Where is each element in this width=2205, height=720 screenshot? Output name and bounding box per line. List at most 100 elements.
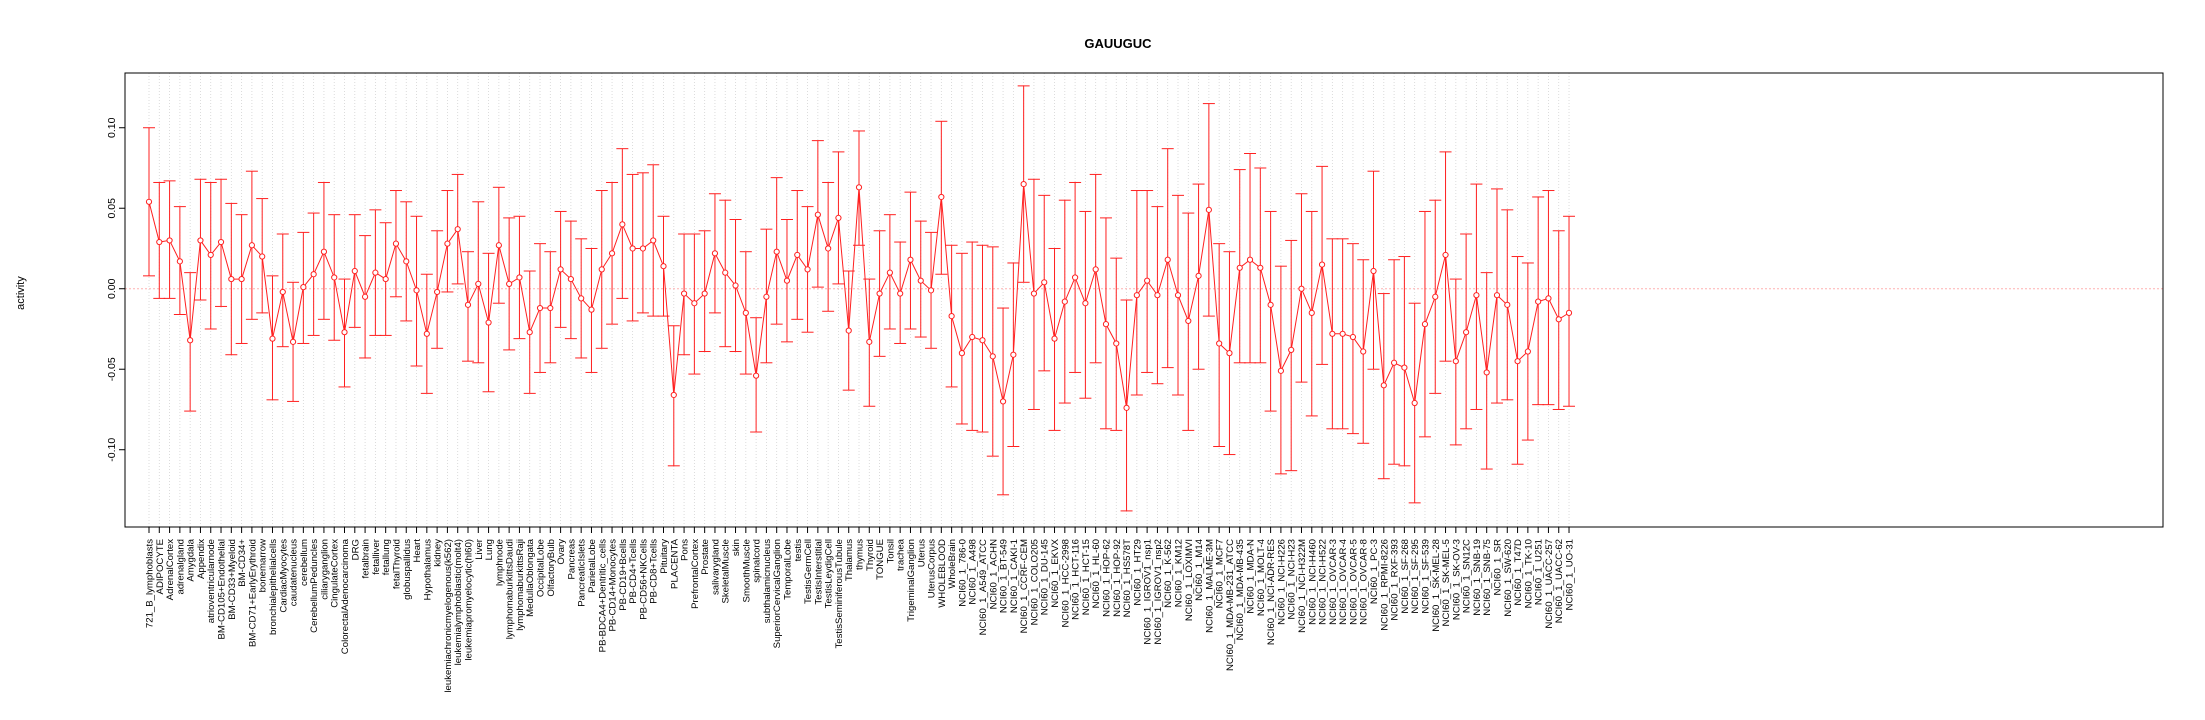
data-point: [814, 211, 821, 218]
x-tick-label: PB-CD4+Tcells: [628, 539, 639, 604]
y-axis-label: activity: [15, 276, 27, 310]
data-point: [1390, 359, 1398, 366]
data-point: [351, 267, 358, 275]
data-point: [1298, 285, 1305, 292]
x-tick-label: PB-CD14+Monocytes: [608, 539, 619, 632]
x-tick-label: fetalbrain: [361, 539, 372, 578]
data-point: [1133, 292, 1140, 299]
data-point: [238, 275, 245, 283]
x-tick-label: AdrenalCortex: [165, 539, 176, 601]
x-tick-label: PLACENTA: [669, 538, 680, 589]
data-point: [310, 271, 317, 278]
x-tick-label: subthalamicnucleus: [762, 539, 773, 623]
x-tick-label: NCI60_1_UACC-62: [1554, 539, 1565, 623]
data-point: [1380, 382, 1387, 389]
x-tick-label: NCI60_1_TK-10: [1523, 539, 1534, 608]
x-tick-label: leukemiapromyelocytic(hl60): [463, 539, 474, 661]
x-tick-label: NCI60_1_CCRF-CEM: [1019, 539, 1030, 633]
data-point: [1483, 369, 1490, 376]
x-tick-label: Hypothalamus: [422, 539, 433, 601]
x-tick-label: thymus: [855, 539, 866, 570]
x-tick-label: PB-CD19+Bcells: [618, 539, 629, 611]
x-tick-label: Thalamus: [844, 539, 855, 581]
x-tick-label: NCI60_1_RXF-393: [1390, 539, 1401, 621]
data-point: [1020, 180, 1027, 188]
x-tick-label: NCI60_1_EKVX: [1050, 538, 1061, 607]
data-point: [711, 250, 719, 257]
x-tick-label: BM-CD34+: [237, 539, 248, 587]
data-point: [783, 277, 791, 284]
x-tick-label: MedullaOblongata: [525, 538, 536, 617]
x-tick-label: NCI60_1_T47D: [1513, 539, 1524, 606]
data-point: [341, 329, 348, 336]
data-point: [907, 256, 914, 263]
x-tick-label: BM-CD71+EarlyErythroid: [247, 539, 258, 647]
x-tick-label: NCI60_1_SF-295: [1410, 539, 1421, 614]
data-point: [1072, 274, 1079, 281]
data-point: [1174, 292, 1182, 299]
x-tick-label: NCI60_1_OVCAR-8: [1359, 539, 1370, 625]
data-point: [1185, 317, 1192, 325]
data-point: [495, 242, 502, 249]
x-tick-label: globuspallidus: [402, 539, 413, 600]
data-point: [855, 184, 863, 191]
data-point: [938, 193, 945, 201]
data-point: [1463, 329, 1470, 336]
x-tick-label: adrenalgland: [175, 539, 186, 594]
x-tick-label: NCI60_1_SK-MEL-5: [1441, 539, 1452, 626]
x-tick-label: NCI60_1_MALME-3M: [1204, 539, 1215, 633]
y-tick-label: -0.05: [106, 357, 118, 381]
x-tick-label: TrigeminalGanglion: [906, 539, 917, 622]
data-point: [413, 287, 420, 294]
data-point: [1442, 251, 1449, 259]
data-point: [897, 290, 904, 297]
data-point: [1565, 309, 1573, 316]
data-point: [1205, 206, 1212, 213]
data-point: [1432, 293, 1439, 300]
data-point: [1041, 279, 1048, 286]
data-point: [588, 306, 595, 313]
data-point: [835, 214, 842, 221]
x-tick-label: NCI60_1_HS578T: [1122, 539, 1133, 618]
data-point: [166, 237, 173, 244]
y-axis: -0.10 -0.05 0.00 0.05 0.10: [106, 117, 125, 462]
data-point: [145, 198, 153, 205]
x-tick-label: NCI60_1_MCF7: [1215, 539, 1226, 608]
data-point: [331, 274, 338, 281]
x-tick-label: Lung: [484, 539, 495, 560]
x-tick-label: TestisGermCell: [803, 539, 814, 604]
data-point: [999, 398, 1007, 405]
data-point: [392, 240, 400, 247]
x-tick-label: TestisSeminiferousTubule: [834, 539, 845, 649]
x-tick-label: NCI60_1_MDA-MB-435: [1235, 539, 1246, 640]
x-tick-label: leukemiachronicmyelogenous(k562): [443, 539, 454, 693]
data-point: [1524, 348, 1531, 355]
data-point: [300, 284, 307, 291]
data-point: [650, 237, 657, 244]
x-tick-label: NCI60_1_OVCAR-5: [1348, 539, 1359, 625]
data-point: [475, 280, 482, 288]
x-tick-label: NCI60_1_NCI-H460: [1307, 539, 1318, 625]
data-point: [1030, 290, 1038, 297]
x-tick-label: CardiacMyocytes: [278, 539, 289, 613]
data-point: [259, 253, 266, 260]
y-tick-label: 0.10: [106, 117, 118, 138]
data-point: [485, 319, 492, 326]
data-point: [1092, 266, 1099, 273]
data-point: [1102, 321, 1110, 328]
data-point: [1308, 309, 1315, 316]
x-tick-label: NCI60_1_OVCAR-4: [1338, 538, 1349, 625]
x-tick-label: UterusCorpus: [927, 539, 938, 598]
x-tick-label: BM-CD33+Myeloid: [227, 539, 238, 620]
data-point: [1216, 340, 1223, 347]
x-tick-label: OlfactoryBulb: [546, 539, 557, 597]
data-point: [1195, 272, 1202, 279]
data-point: [536, 304, 544, 312]
x-tick-label: DRG: [350, 539, 361, 560]
x-tick-label: NCI60_1_DU-145: [1040, 539, 1051, 615]
data-point: [464, 301, 472, 308]
x-tick-label: kidney: [433, 539, 444, 567]
x-tick-label: NCI60_1_KM12: [1174, 539, 1185, 607]
x-tick-label: NCI60_1_NCI-H226: [1276, 539, 1287, 625]
x-tick-label: NCI60_1_SNB-75: [1482, 539, 1493, 616]
